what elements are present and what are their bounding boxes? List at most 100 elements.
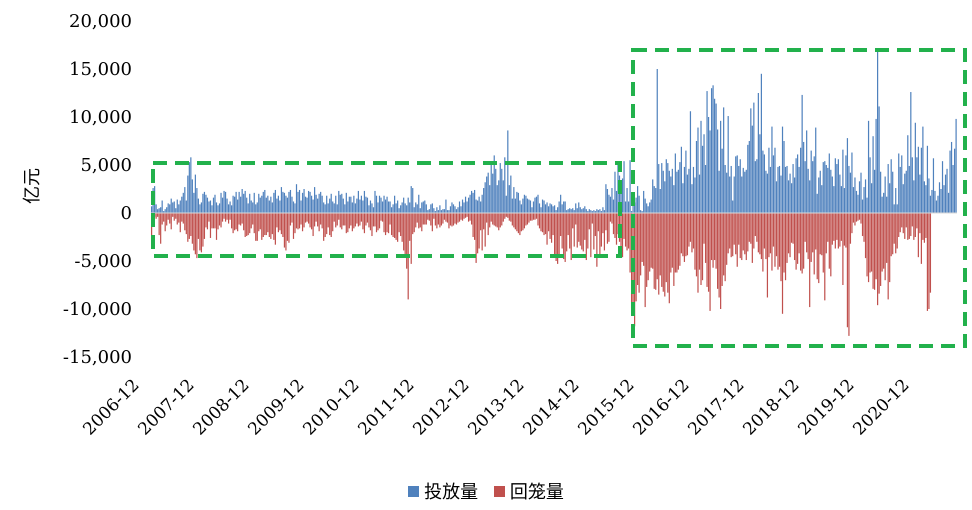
bar-outflow xyxy=(766,213,769,298)
bar-inflow xyxy=(529,200,532,213)
bar-inflow xyxy=(304,196,307,213)
bar-outflow xyxy=(637,213,639,285)
bar-inflow xyxy=(356,198,358,213)
bar-inflow xyxy=(747,144,749,213)
bar-inflow xyxy=(480,201,482,213)
bar-inflow xyxy=(928,178,930,213)
bar-inflow xyxy=(784,166,787,213)
bar-inflow xyxy=(715,103,717,213)
bar-outflow xyxy=(624,213,627,247)
bar-outflow xyxy=(774,213,776,267)
bar-inflow xyxy=(525,195,527,213)
series-outflow xyxy=(151,213,932,336)
bar-outflow xyxy=(863,213,865,242)
bar-outflow xyxy=(356,213,358,224)
bar-inflow xyxy=(178,204,180,213)
bar-inflow xyxy=(212,197,215,213)
bar-outflow xyxy=(252,213,254,225)
bar-outflow xyxy=(443,213,446,220)
bar-outflow xyxy=(262,213,264,237)
bar-inflow xyxy=(448,210,450,213)
bar-inflow xyxy=(623,161,625,213)
bar-inflow xyxy=(576,208,578,213)
bar-inflow xyxy=(430,204,432,213)
bar-inflow xyxy=(267,195,269,213)
bar-outflow xyxy=(161,213,163,225)
bar-outflow xyxy=(703,213,705,244)
bar-outflow xyxy=(531,213,533,221)
bar-outflow xyxy=(264,213,266,236)
bar-inflow xyxy=(221,197,224,213)
bar-inflow xyxy=(741,176,743,213)
bar-inflow xyxy=(680,146,682,213)
bar-outflow xyxy=(768,213,770,258)
bar-outflow xyxy=(498,213,500,231)
bar-outflow xyxy=(904,213,906,239)
bar-inflow xyxy=(695,141,698,213)
bar-inflow xyxy=(320,191,322,213)
bar-outflow xyxy=(677,213,679,270)
bar-inflow xyxy=(176,199,178,213)
bar-inflow xyxy=(323,202,325,213)
bar-outflow xyxy=(809,213,811,308)
bar-inflow xyxy=(288,191,290,213)
bar-outflow xyxy=(662,213,664,292)
bar-outflow xyxy=(797,213,799,264)
bar-inflow xyxy=(943,185,945,213)
bar-outflow xyxy=(724,213,726,282)
bar-outflow xyxy=(772,213,775,247)
bar-inflow xyxy=(283,192,286,213)
bar-inflow xyxy=(797,154,799,213)
x-tick-label: 2019-12 xyxy=(794,375,858,439)
bar-inflow xyxy=(851,152,853,213)
bar-inflow xyxy=(849,172,852,213)
bar-outflow xyxy=(445,213,447,222)
bar-inflow xyxy=(434,211,436,213)
bar-inflow xyxy=(431,203,433,213)
bar-inflow xyxy=(652,179,654,213)
bar-outflow xyxy=(649,213,651,272)
bar-outflow xyxy=(338,213,340,220)
bar-inflow xyxy=(410,186,412,213)
legend-label-outflow: 回笼量 xyxy=(509,482,564,503)
bar-inflow xyxy=(703,134,705,213)
bar-inflow xyxy=(483,188,485,213)
bar-inflow xyxy=(599,209,601,213)
bar-outflow xyxy=(745,213,747,261)
bar-outflow xyxy=(707,213,710,292)
bar-inflow xyxy=(445,199,447,213)
bar-outflow xyxy=(671,213,673,268)
bar-outflow xyxy=(573,213,575,247)
bar-inflow xyxy=(875,118,877,213)
bar-outflow xyxy=(544,213,547,235)
bar-inflow xyxy=(547,206,550,213)
bar-outflow xyxy=(673,213,675,286)
bar-outflow xyxy=(289,213,292,226)
bar-outflow xyxy=(738,213,740,245)
bar-outflow xyxy=(196,213,198,259)
bar-inflow xyxy=(596,209,598,213)
bar-inflow xyxy=(351,202,353,213)
bar-outflow xyxy=(803,213,805,269)
bar-outflow xyxy=(256,213,258,241)
bar-inflow xyxy=(193,192,195,213)
bar-outflow xyxy=(884,213,886,281)
bar-outflow xyxy=(861,213,864,237)
bar-inflow xyxy=(387,201,390,213)
bar-inflow xyxy=(522,198,524,213)
y-tick-label: -15,000 xyxy=(63,347,132,368)
bar-outflow xyxy=(502,213,504,222)
bar-inflow xyxy=(561,204,563,213)
bar-outflow xyxy=(655,213,657,290)
bar-inflow xyxy=(852,187,855,213)
bar-outflow xyxy=(750,213,752,244)
bar-inflow xyxy=(552,206,554,213)
annotation-dashed-box xyxy=(151,161,622,258)
bar-outflow xyxy=(843,213,846,246)
bar-inflow xyxy=(342,198,344,213)
bar-inflow xyxy=(523,194,526,213)
bar-outflow xyxy=(314,213,316,227)
bar-inflow xyxy=(640,210,642,213)
bar-outflow xyxy=(833,213,835,241)
bar-outflow xyxy=(686,213,689,256)
